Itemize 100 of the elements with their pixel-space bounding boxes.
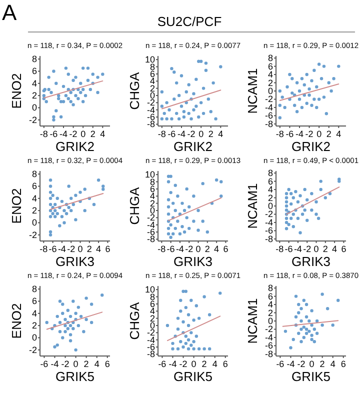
x-tick-label: -4 [50,359,59,369]
x-tick-label: 2 [84,359,89,369]
x-tick-label: -2 [187,129,196,139]
x-axis-title: GRIK3 [291,254,331,269]
y-tick-label: 4 [268,184,273,195]
x-tick-label: -4 [177,129,186,139]
x-axis-title: GRIK3 [173,254,213,269]
y-tick-label: 0 [32,332,37,343]
y-tick-label: 6 [32,296,37,306]
y-tick-label: -8 [264,348,273,359]
x-tick-label: 0 [196,244,201,254]
y-tick-label: -6 [264,226,273,236]
x-tick-label: 0 [191,359,196,369]
y-tick-label: -6 [264,340,273,351]
x-tick-label: -8 [40,244,48,254]
y-tick-label: -2 [264,324,273,334]
y-tick-label: 2 [32,320,37,331]
y-tick-label: -8 [146,119,155,130]
y-axis-title: NCAM1 [245,68,260,114]
x-axis-title: GRIK2 [291,139,331,154]
x-tick-label: 6 [222,359,228,369]
x-tick-label: -2 [67,244,76,254]
x-tick-label: 2 [208,129,214,139]
x-tick-label: 0 [314,244,319,254]
x-tick-label: -6 [168,129,176,139]
y-tick-label: 6 [32,66,37,76]
x-tick-label: -2 [305,129,314,139]
y-tick-label: -2 [28,114,37,125]
x-axis-title: GRIK5 [291,369,331,384]
y-tick-label: 2 [268,308,273,318]
y-tick-label: -8 [146,234,155,244]
x-axis-title: GRIK2 [55,139,95,154]
y-tick-label: 0 [268,86,273,96]
x-tick-label: -4 [176,244,184,254]
y-tick-label: 6 [268,61,273,72]
x-tick-label: -8 [276,244,284,254]
x-axis-title: GRIK3 [55,254,95,269]
x-axis-title: GRIK5 [173,369,213,384]
y-tick-label: 4 [268,70,273,80]
x-tick-label: -8 [158,129,166,139]
x-tick-label: 2 [90,129,96,139]
y-tick-label: 2 [32,206,37,216]
x-tick-label: -2 [61,359,70,369]
x-tick-label: -4 [295,129,304,139]
x-tick-label: -8 [158,244,166,254]
y-tick-label: 2 [268,78,273,88]
y-tick-label: -4 [264,102,273,112]
x-tick-label: 4 [94,359,100,369]
y-tick-label: 6 [268,176,273,186]
x-tick-label: 4 [212,359,218,369]
y-tick-label: 8 [268,283,273,294]
y-tick-label: 6 [268,291,273,302]
y-tick-label: -2 [264,94,273,104]
x-tick-label: 0 [198,129,204,139]
y-axis-title: CHGA [127,302,142,340]
x-tick-label: -6 [276,359,284,369]
x-tick-label: 2 [320,359,325,369]
x-tick-label: -6 [284,244,293,254]
y-tick-label: -2 [28,230,37,240]
x-tick-label: 2 [326,129,332,139]
x-tick-label: 2 [204,244,210,254]
y-axis-title: ENO2 [9,303,24,339]
x-tick-label: -2 [303,244,312,254]
x-tick-label: 2 [202,359,207,369]
y-tick-label: -8 [264,234,273,244]
y-axis-title: NCAM1 [245,183,260,229]
x-tick-label: 6 [341,244,346,254]
text: A [2,0,17,25]
x-tick-label: -8 [276,129,284,139]
y-tick-label: 4 [32,308,37,318]
x-tick-label: 4 [336,129,342,139]
y-tick-label: 8 [268,168,273,178]
y-tick-label: 4 [32,193,37,204]
x-tick-label: 6 [104,359,110,369]
x-tick-label: -6 [48,244,57,254]
y-tick-label: 8 [32,169,37,180]
x-tick-label: -4 [294,244,302,254]
x-tick-label: -6 [166,244,175,254]
y-tick-label: 8 [32,54,37,64]
x-tick-label: -4 [58,244,66,254]
x-tick-label: 4 [100,129,106,139]
y-tick-label: 0 [268,316,273,326]
y-tick-label: 2 [32,90,37,101]
text: SU2C/PCF [157,14,222,29]
x-axis-title: GRIK2 [173,139,213,154]
x-tick-label: -2 [179,359,188,369]
x-tick-label: 6 [105,244,110,254]
x-tick-label: -2 [297,359,306,369]
x-tick-label: 0 [316,129,322,139]
y-tick-label: -6 [264,110,273,121]
y-tick-label: -2 [28,344,37,355]
x-tick-label: 0 [78,244,83,254]
x-tick-label: 4 [218,129,224,139]
y-tick-label: -8 [146,349,155,360]
y-tick-label: -4 [264,332,273,342]
x-tick-label: -6 [50,129,58,139]
y-tick-label: 8 [268,53,273,64]
x-tick-label: 4 [96,244,102,254]
y-axis-title: ENO2 [9,73,24,109]
x-tick-label: -4 [168,359,177,369]
